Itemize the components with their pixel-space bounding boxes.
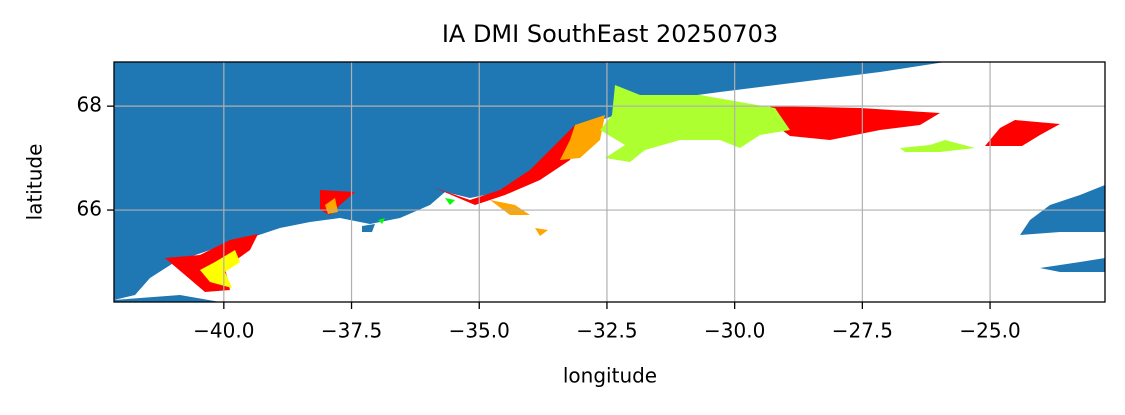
land (114, 62, 945, 300)
x-tick-label: −27.5 (832, 319, 893, 343)
ice-yellowgreen (600, 85, 975, 162)
x-tick-label: −32.5 (576, 319, 637, 343)
ice-green (378, 198, 455, 224)
x-axis-label: longitude (563, 364, 657, 388)
x-tick-label: −40.0 (193, 319, 254, 343)
y-axis-label: latitude (23, 144, 47, 221)
grid (114, 62, 1105, 302)
plot-frame (113, 61, 1106, 303)
y-tick-label: 66 (77, 197, 102, 221)
ice-yellow (200, 250, 240, 288)
x-tick-label: −30.0 (704, 319, 765, 343)
ice-orange (325, 115, 605, 236)
x-tick-label: −35.0 (449, 319, 510, 343)
x-tick-label: −37.5 (321, 319, 382, 343)
x-tick-label: −25.0 (959, 319, 1020, 343)
map-layer (114, 62, 1105, 302)
y-tick-label: 68 (77, 93, 102, 117)
ice-red (165, 106, 1060, 292)
chart-title: IA DMI SouthEast 20250703 (442, 20, 778, 48)
